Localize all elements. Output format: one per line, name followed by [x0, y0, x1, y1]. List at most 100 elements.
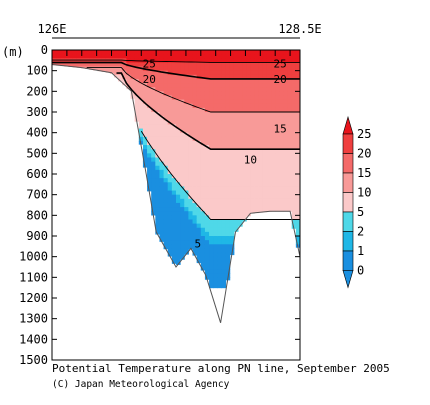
- field-cell: [176, 112, 181, 117]
- field-cell: [213, 285, 218, 289]
- field-cell: [163, 91, 169, 96]
- field-cell: [221, 227, 227, 233]
- field-cell: [134, 112, 140, 117]
- field-cell: [192, 202, 198, 208]
- field-cell: [266, 186, 272, 192]
- field-cell: [200, 132, 206, 138]
- field-cell: [192, 219, 198, 225]
- field-cell: [192, 78, 198, 84]
- field-cell: [221, 66, 227, 72]
- field-cell: [291, 190, 297, 196]
- field-cell: [184, 70, 189, 76]
- field-cell: [217, 231, 222, 237]
- field-cell: [200, 107, 206, 113]
- field-cell: [225, 186, 231, 192]
- field-cell: [250, 140, 256, 146]
- field-cell: [229, 194, 235, 200]
- field-cell: [225, 248, 231, 254]
- field-cell: [138, 74, 144, 80]
- field-cell: [283, 198, 289, 204]
- field-cell: [163, 211, 169, 216]
- field-cell: [225, 202, 231, 208]
- field-cell: [180, 62, 185, 68]
- colorbar-segment: [342, 153, 354, 174]
- field-cell: [188, 219, 194, 225]
- field-cell: [176, 244, 181, 249]
- field-cell: [266, 174, 272, 179]
- field-cell: [159, 169, 165, 175]
- field-cell: [167, 165, 173, 171]
- field-cell: [258, 198, 264, 204]
- field-cell: [246, 194, 251, 200]
- field-cell: [271, 112, 276, 117]
- field-cell: [151, 153, 156, 158]
- field-cell: [167, 112, 173, 117]
- field-cell: [134, 70, 140, 76]
- field-cell: [192, 215, 198, 220]
- field-cell: [204, 58, 210, 63]
- field-cell: [250, 202, 256, 208]
- field-cell: [138, 132, 144, 138]
- field-cell: [122, 70, 127, 76]
- field-cell: [184, 240, 189, 245]
- field-cell: [238, 161, 243, 167]
- field-cell: [250, 198, 256, 204]
- field-cell: [184, 62, 189, 68]
- field-cell: [159, 62, 165, 68]
- field-cell: [271, 198, 276, 204]
- field-cell: [262, 128, 268, 134]
- field-cell: [200, 227, 206, 233]
- field-cell: [184, 99, 189, 105]
- field-cell: [209, 264, 214, 270]
- field-cell: [217, 70, 222, 76]
- field-cell: [188, 202, 194, 208]
- field-cell: [167, 107, 173, 113]
- field-cell: [250, 161, 256, 167]
- field-cell: [196, 231, 202, 237]
- field-cell: [147, 50, 152, 55]
- field-cell: [180, 165, 185, 171]
- field-cell: [184, 54, 189, 59]
- field-cell: [225, 128, 231, 134]
- field-cell: [196, 136, 202, 142]
- field-cell: [287, 120, 293, 125]
- field-cell: [242, 186, 247, 192]
- field-cell: [258, 174, 264, 179]
- field-cell: [238, 78, 243, 84]
- field-cell: [246, 83, 251, 88]
- field-cell: [217, 215, 222, 220]
- field-cell: [279, 74, 284, 80]
- field-cell: [217, 165, 222, 171]
- field-cell: [275, 83, 280, 88]
- field-cell: [155, 178, 160, 183]
- y-axis: 0100200300400500600700800900100011001200…: [19, 43, 300, 367]
- field-cell: [176, 83, 181, 88]
- field-cell: [295, 54, 300, 59]
- field-cell: [238, 145, 243, 150]
- field-cell: [171, 165, 177, 171]
- field-cell: [159, 207, 165, 212]
- field-cell: [295, 174, 300, 179]
- field-cell: [233, 74, 239, 80]
- field-cell: [254, 50, 260, 55]
- field-cell: [204, 112, 210, 117]
- field-cell: [171, 99, 177, 105]
- field-cell: [262, 62, 268, 68]
- field-cell: [271, 169, 276, 175]
- field-cell: [250, 50, 256, 55]
- field-cell: [155, 58, 160, 63]
- field-cell: [213, 140, 218, 146]
- field-cell: [213, 207, 218, 212]
- field-cell: [287, 182, 293, 187]
- field-cell: [233, 211, 239, 216]
- field-cell: [196, 178, 202, 183]
- field-cell: [196, 215, 202, 220]
- field-cell: [151, 198, 156, 204]
- field-cell: [176, 95, 181, 101]
- field-cell: [176, 223, 181, 229]
- field-cell: [229, 145, 235, 150]
- field-cell: [217, 95, 222, 101]
- field-cell: [254, 83, 260, 88]
- field-cell: [171, 169, 177, 175]
- field-cell: [225, 215, 231, 220]
